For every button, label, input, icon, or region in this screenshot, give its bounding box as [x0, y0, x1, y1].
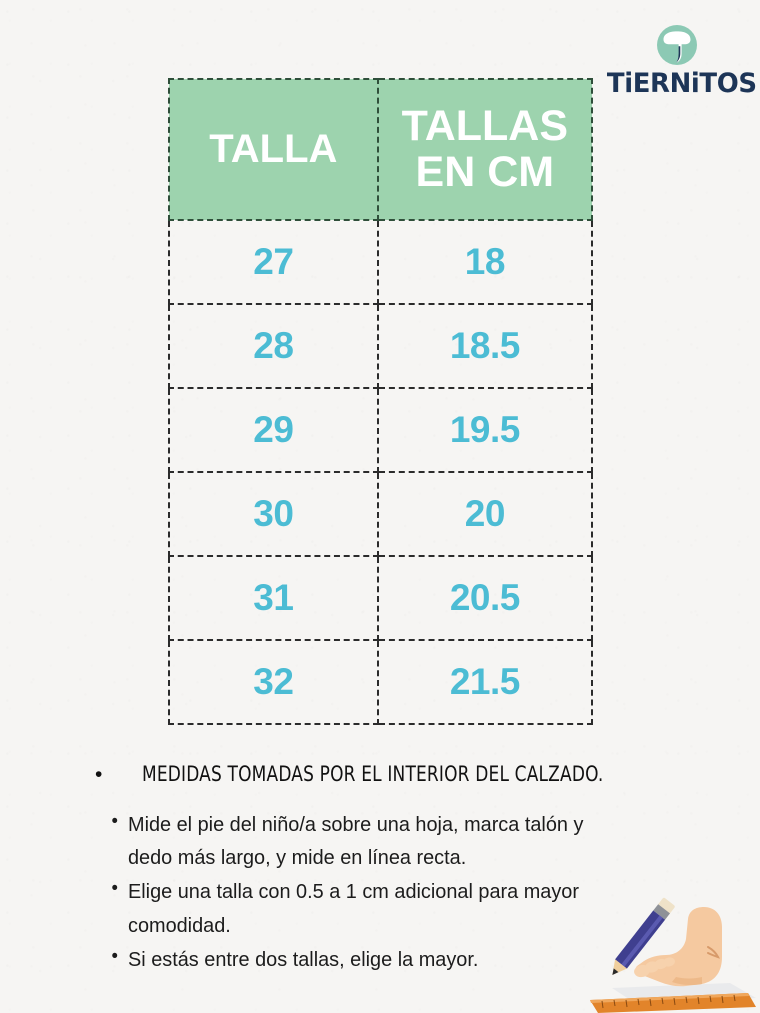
cell-cm: 18 [376, 219, 594, 305]
column-header-talla: TALLA [168, 78, 379, 221]
notes-section: • MEDIDAS TOMADAS POR EL INTERIOR DEL CA… [0, 762, 760, 977]
note-list: Mide el pie del niño/a sobre una hoja, m… [0, 807, 600, 976]
ruler-top-edge [590, 993, 749, 1003]
table-row: 28 18.5 [168, 303, 594, 389]
pencil-icon [612, 897, 675, 976]
pencil-lead-tip [612, 968, 619, 976]
table-header: TALLA TALLAS EN CM [168, 78, 594, 221]
note-headline-text: MEDIDAS TOMADAS POR EL INTERIOR DEL CALZ… [142, 762, 604, 786]
pencil-eraser [657, 897, 675, 915]
table-header-row: TALLA TALLAS EN CM [168, 78, 594, 221]
ruler-tick-marks [601, 994, 736, 1009]
foot-shadow [672, 977, 702, 986]
cell-talla: 28 [168, 303, 379, 389]
note-item: Mide el pie del niño/a sobre una hoja, m… [112, 807, 586, 874]
column-header-tallas-en-cm: TALLAS EN CM [376, 78, 594, 221]
tiernitos-circle-t-logo-icon [657, 25, 697, 65]
cell-talla: 29 [168, 387, 379, 473]
toe-4 [663, 957, 675, 967]
brand-logo: TiERNiTOS [604, 22, 757, 104]
cell-cm: 21.5 [376, 639, 594, 725]
cell-cm: 18.5 [376, 303, 594, 389]
table-row: 29 19.5 [168, 387, 594, 473]
cell-cm: 19.5 [376, 387, 594, 473]
cell-talla: 32 [168, 639, 379, 725]
note-headline: • MEDIDAS TOMADAS POR EL INTERIOR DEL CA… [0, 762, 760, 786]
note-item: Elige una talla con 0.5 a 1 cm adicional… [112, 874, 586, 941]
table-row: 32 21.5 [168, 639, 594, 725]
column-header-tallas-line2: EN CM [415, 147, 555, 196]
note-headline-bullet-icon: • [95, 763, 103, 786]
ruler-body [590, 993, 756, 1013]
table-row: 31 20.5 [168, 555, 594, 641]
cell-cm: 20 [376, 471, 594, 557]
cell-cm: 20.5 [376, 555, 594, 641]
cell-talla: 31 [168, 555, 379, 641]
size-chart-table: TALLA TALLAS EN CM 27 18 28 18.5 29 19.5 30 20 3… [168, 78, 594, 725]
pencil-ferrule [653, 904, 670, 920]
ankle-detail [707, 946, 720, 959]
pencil-body-highlight [621, 915, 663, 967]
cell-talla: 27 [168, 219, 379, 305]
cell-talla: 30 [168, 471, 379, 557]
table-row: 27 18 [168, 219, 594, 305]
brand-wordmark: TiERNiTOS [606, 68, 757, 99]
foot-measuring-illustration [590, 897, 756, 1013]
table-row: 30 20 [168, 471, 594, 557]
column-header-tallas-line1: TALLAS [401, 101, 569, 150]
table-body: 27 18 28 18.5 29 19.5 30 20 31 20.5 32 21.5 [168, 219, 594, 725]
note-item: Si estás entre dos tallas, elige la mayo… [112, 942, 586, 976]
